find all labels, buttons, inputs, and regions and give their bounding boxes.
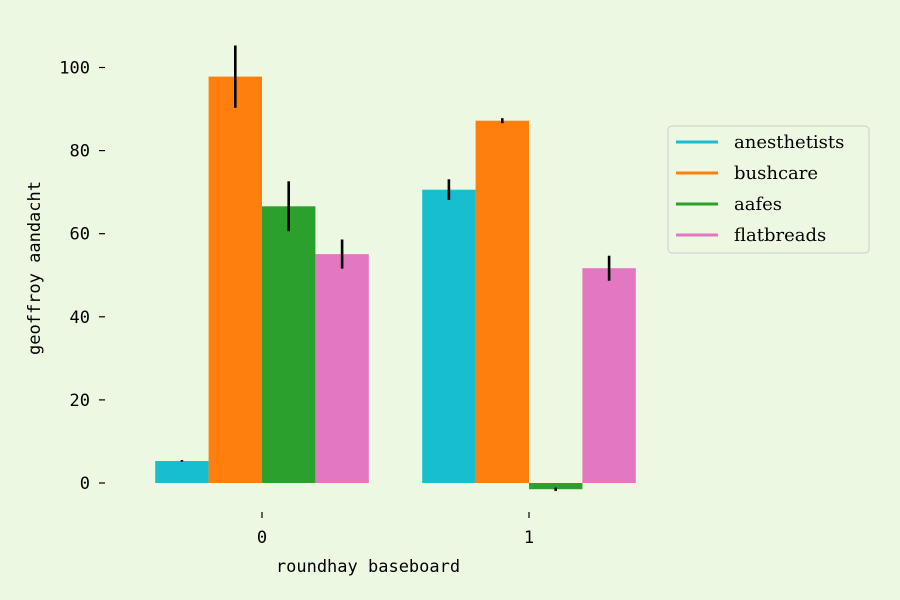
legend-label-aafes: aafes bbox=[734, 194, 782, 215]
legend-label-flatbreads: flatbreads bbox=[734, 225, 826, 246]
bar-anesthetists-1 bbox=[422, 189, 476, 483]
legend-label-anesthetists: anesthetists bbox=[734, 132, 844, 153]
bar-anesthetists-0 bbox=[155, 461, 209, 483]
y-tick-label-80: 80 bbox=[70, 142, 90, 162]
legend-frame bbox=[667, 125, 870, 254]
x-tick-label-1: 1 bbox=[524, 528, 534, 548]
legend-label-bushcare: bushcare bbox=[734, 163, 818, 184]
bar-flatbreads-0 bbox=[315, 254, 369, 483]
y-tick-label-0: 0 bbox=[80, 474, 90, 494]
bars-layer bbox=[155, 45, 636, 491]
x-axis-label: roundhay baseboard bbox=[276, 557, 460, 577]
bar-aafes-1 bbox=[529, 483, 583, 490]
bar-aafes-0 bbox=[262, 206, 316, 484]
y-tick-label-40: 40 bbox=[70, 308, 90, 328]
y-tick-label-100: 100 bbox=[59, 59, 90, 79]
y-axis: 0 20 40 60 80 100 bbox=[59, 59, 105, 494]
x-tick-label-0: 0 bbox=[257, 528, 267, 548]
bar-bushcare-1 bbox=[475, 120, 529, 483]
y-tick-label-60: 60 bbox=[70, 225, 90, 245]
y-axis-label: geoffroy aandacht bbox=[25, 181, 45, 355]
bar-bushcare-0 bbox=[208, 76, 262, 483]
legend: anesthetists bushcare aafes flatbreads bbox=[667, 125, 870, 254]
bar-flatbreads-1 bbox=[582, 268, 636, 483]
y-tick-label-20: 20 bbox=[70, 391, 90, 411]
